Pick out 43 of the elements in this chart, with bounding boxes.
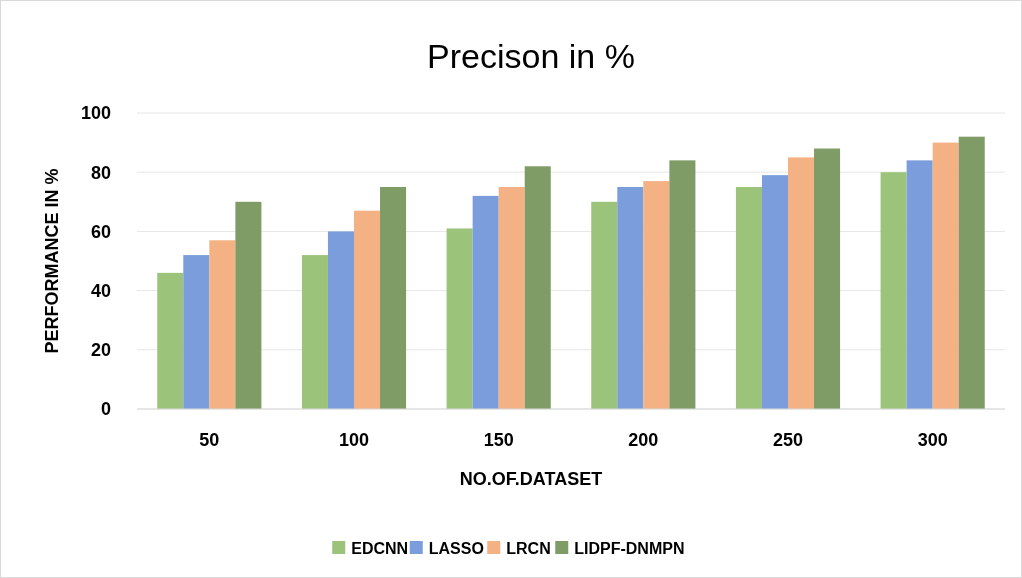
y-tick-label: 60 [90, 221, 111, 242]
bar [380, 187, 407, 409]
bar [209, 240, 236, 409]
y-tick-label: 20 [90, 340, 111, 361]
bar [617, 187, 644, 409]
x-tick-label: 150 [483, 430, 514, 450]
bar [643, 181, 670, 409]
legend-label: LIDPF-DNMPN [574, 539, 685, 557]
y-tick-label: 0 [100, 399, 111, 420]
bar [669, 160, 696, 409]
y-tick-label: 80 [90, 162, 111, 183]
bar [498, 187, 525, 409]
x-axis-title: NO.OF.DATASET [459, 469, 603, 489]
bar [327, 231, 354, 409]
x-tick-label: 300 [917, 430, 948, 450]
x-tick-label: 200 [628, 430, 659, 450]
bar [761, 175, 788, 409]
bar [183, 255, 210, 409]
bar [354, 210, 381, 409]
bar [446, 228, 473, 409]
x-tick-label: 250 [772, 430, 804, 450]
x-tick-label: 50 [199, 430, 220, 450]
bar [591, 201, 618, 409]
bar [932, 142, 959, 409]
legend-label: LASSO [428, 539, 484, 557]
bar [814, 148, 841, 409]
bar [788, 157, 815, 409]
legend-label: LRCN [506, 539, 551, 557]
bar [301, 255, 328, 409]
x-tick-label: 100 [338, 430, 370, 450]
bar [157, 272, 184, 409]
bar [880, 172, 907, 409]
y-tick-label: 40 [90, 280, 111, 301]
bar [735, 187, 762, 409]
chart-title: Precison in % [427, 37, 635, 75]
bar [906, 160, 933, 409]
y-axis-title: PERFORMANCE IN % [42, 168, 62, 354]
legend-label: EDCNN [351, 539, 409, 557]
y-tick-label: 100 [80, 103, 111, 124]
bar [524, 166, 551, 409]
bar [472, 195, 499, 409]
bar [958, 136, 985, 409]
bar [235, 201, 262, 409]
